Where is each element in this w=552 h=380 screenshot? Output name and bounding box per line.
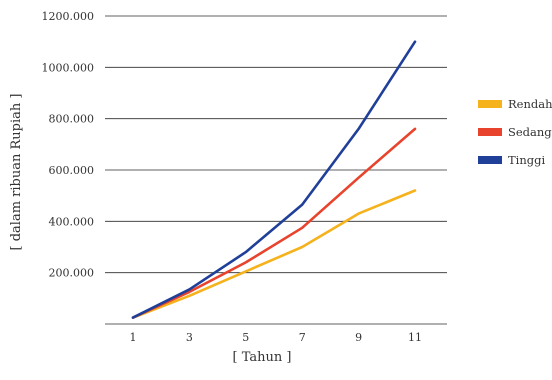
y-tick-label: 1000.000	[42, 61, 95, 74]
legend: Rendah Sedang Tinggi	[478, 97, 552, 167]
x-tick-label: 3	[186, 331, 193, 344]
series-lines	[131, 40, 417, 319]
series-line-tinggi	[131, 40, 417, 319]
y-axis-title: [ dalam ribuan Rupiah ]	[9, 94, 24, 251]
x-tick-label: 7	[299, 331, 306, 344]
series-line-sedang	[131, 127, 417, 319]
y-tick-label: 600.000	[49, 164, 95, 177]
y-tick-label: 1200.000	[42, 10, 95, 23]
legend-swatch-tinggi	[478, 156, 502, 164]
legend-label-tinggi: Tinggi	[508, 153, 545, 167]
x-axis-ticks: 1 3 5 7 9 11	[130, 331, 423, 344]
y-tick-label: 200.000	[49, 267, 95, 280]
legend-swatch-sedang	[478, 128, 502, 136]
legend-swatch-rendah	[478, 100, 502, 108]
legend-label-rendah: Rendah	[508, 97, 552, 111]
x-tick-label: 9	[355, 331, 362, 344]
legend-label-sedang: Sedang	[508, 125, 552, 139]
y-tick-label: 400.000	[49, 215, 95, 228]
gridlines	[105, 15, 447, 325]
x-tick-label: 11	[408, 331, 422, 344]
x-tick-label: 5	[242, 331, 249, 344]
y-tick-label: 800.000	[49, 113, 95, 126]
y-axis-ticks: 200.000 400.000 600.000 800.000 1000.000 1200…	[42, 10, 95, 280]
series-line-rendah	[131, 189, 417, 319]
x-tick-label: 1	[130, 331, 137, 344]
x-axis-title: [ Tahun ]	[233, 350, 292, 365]
